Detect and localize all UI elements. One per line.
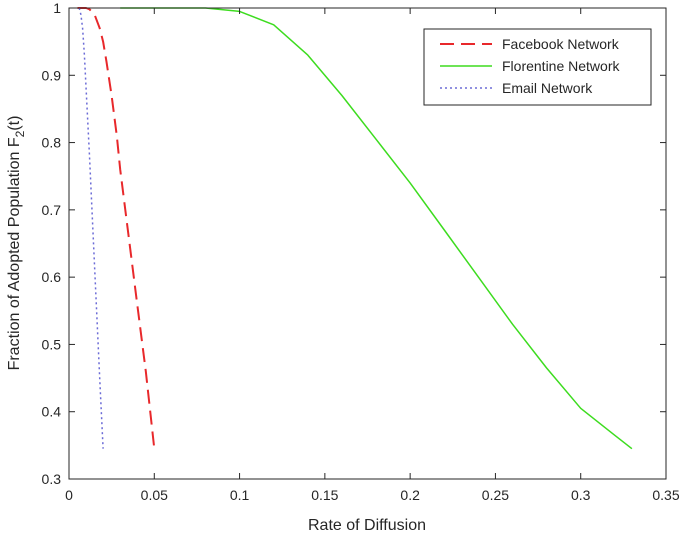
x-axis-label: Rate of Diffusion xyxy=(308,517,426,534)
y-axis-label-main: Fraction of Adopted Population F xyxy=(6,137,23,370)
x-axis: 0 0.05 0.1 0.15 0.2 0.25 0.3 0.35 xyxy=(65,8,680,503)
x-tick-label: 0.05 xyxy=(141,487,168,503)
x-tick-label: 0.35 xyxy=(652,487,679,503)
y-tick-label: 0.4 xyxy=(42,404,62,420)
y-tick-label: 0.8 xyxy=(42,135,62,151)
series-line-florentine-network xyxy=(120,7,633,450)
y-axis-label: Fraction of Adopted Population F2(t) xyxy=(6,116,27,371)
legend: Facebook Network Florentine Network Emai… xyxy=(423,28,652,106)
y-axis-label-suffix: (t) xyxy=(6,116,23,131)
x-tick-label: 0.3 xyxy=(571,487,591,503)
y-tick-label: 0.3 xyxy=(42,471,62,487)
legend-label-facebook: Facebook Network xyxy=(502,36,620,52)
x-tick-label: 0 xyxy=(65,487,73,503)
y-tick-label: 1 xyxy=(53,0,61,16)
y-axis-label-subscript: 2 xyxy=(13,130,27,137)
y-tick-label: 0.5 xyxy=(42,336,62,352)
legend-label-email: Email Network xyxy=(502,80,593,96)
y-axis: 0.3 0.4 0.5 0.6 0.7 0.8 0.9 1 xyxy=(42,0,666,487)
plot-area-frame xyxy=(68,7,667,480)
x-tick-label: 0.15 xyxy=(311,487,338,503)
y-tick-label: 0.9 xyxy=(42,67,62,83)
legend-box xyxy=(423,28,652,106)
x-tick-label: 0.25 xyxy=(482,487,509,503)
legend-label-florentine: Florentine Network xyxy=(502,58,620,74)
y-tick-label: 0.7 xyxy=(42,202,62,218)
y-tick-label: 0.6 xyxy=(42,269,62,285)
x-tick-label: 0.1 xyxy=(230,487,250,503)
x-tick-label: 0.2 xyxy=(400,487,420,503)
